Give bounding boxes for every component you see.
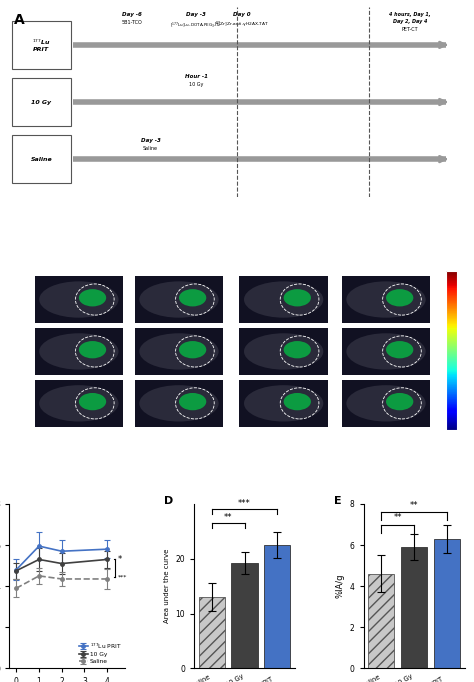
Bar (35, 276, 123, 323)
Text: Day -3: Day -3 (141, 138, 161, 143)
Text: **: ** (393, 514, 402, 522)
Text: 4 hours: 4 hours (62, 266, 98, 275)
Ellipse shape (244, 385, 323, 421)
Text: 10 Gy: 10 Gy (31, 100, 51, 104)
Text: PET-CT: PET-CT (401, 27, 418, 32)
Text: Hour -1: Hour -1 (184, 74, 208, 79)
Text: ***: *** (238, 499, 251, 508)
Bar (239, 380, 328, 427)
Bar (342, 380, 430, 427)
Text: 2 days: 2 days (270, 266, 300, 275)
Ellipse shape (346, 385, 426, 421)
FancyBboxPatch shape (12, 135, 71, 183)
Ellipse shape (283, 393, 311, 411)
Text: $[^{89}$Zr]Zr-anti-γH2AX-TAT: $[^{89}$Zr]Zr-anti-γH2AX-TAT (214, 20, 269, 31)
Ellipse shape (139, 282, 219, 318)
Text: $[^{177}$Lu]Lu-DOTA-PEG$_3$-Tz: $[^{177}$Lu]Lu-DOTA-PEG$_3$-Tz (170, 20, 222, 30)
Text: B: B (14, 266, 25, 280)
Text: $^{177}$Lu PRIT: $^{177}$Lu PRIT (16, 282, 26, 315)
Text: Day 0: Day 0 (233, 12, 250, 16)
FancyBboxPatch shape (12, 78, 71, 125)
Bar (434, 539, 460, 668)
Bar (239, 276, 328, 323)
Legend: $^{177}$Lu PRIT, 10 Gy, Saline: $^{177}$Lu PRIT, 10 Gy, Saline (78, 640, 122, 666)
Bar (342, 328, 430, 375)
Text: Day 2, Day 4: Day 2, Day 4 (393, 19, 427, 24)
Ellipse shape (386, 341, 413, 358)
Bar (231, 563, 258, 668)
Ellipse shape (386, 393, 413, 411)
Text: **: ** (224, 513, 232, 522)
Text: A: A (14, 12, 25, 27)
Ellipse shape (39, 282, 118, 318)
Text: 4 hours, Day 1,: 4 hours, Day 1, (389, 12, 431, 16)
Text: E: E (334, 496, 341, 506)
Bar (35, 380, 123, 427)
Text: 1 day: 1 day (167, 266, 193, 275)
Text: Saline: Saline (143, 146, 158, 151)
Ellipse shape (139, 333, 219, 370)
Ellipse shape (79, 289, 106, 306)
Ellipse shape (283, 289, 311, 306)
Ellipse shape (346, 333, 426, 370)
Bar (401, 547, 427, 668)
Y-axis label: %IA/g: %IA/g (335, 574, 344, 598)
Ellipse shape (39, 333, 118, 370)
Bar (135, 380, 223, 427)
Ellipse shape (179, 341, 206, 358)
Text: 10 Gy: 10 Gy (18, 342, 23, 359)
Text: D: D (164, 496, 173, 506)
Bar (135, 276, 223, 323)
Ellipse shape (39, 385, 118, 421)
Bar (342, 276, 430, 323)
Text: Day -6: Day -6 (122, 12, 142, 16)
Ellipse shape (79, 341, 106, 358)
Bar (239, 328, 328, 375)
Text: $^{177}$Lu
PRIT: $^{177}$Lu PRIT (32, 38, 51, 53)
Ellipse shape (179, 289, 206, 306)
Ellipse shape (283, 341, 311, 358)
Bar (35, 328, 123, 375)
Ellipse shape (244, 282, 323, 318)
Ellipse shape (244, 333, 323, 370)
Ellipse shape (179, 393, 206, 411)
Ellipse shape (139, 385, 219, 421)
Ellipse shape (79, 393, 106, 411)
Text: Day -3: Day -3 (186, 12, 206, 16)
Text: 5B1-TCO: 5B1-TCO (122, 20, 143, 25)
Ellipse shape (386, 289, 413, 306)
Text: 4 days: 4 days (374, 266, 405, 275)
Y-axis label: Area under the curve: Area under the curve (164, 549, 170, 623)
Text: ***: *** (118, 574, 127, 580)
Text: $[^{89}$Zr]Zr-anti-γH2AX-TAT: $[^{89}$Zr]Zr-anti-γH2AX-TAT (0, 312, 10, 389)
Text: Saline: Saline (18, 396, 23, 415)
Text: 10 Gy: 10 Gy (189, 82, 203, 87)
Bar (135, 328, 223, 375)
Bar (199, 597, 225, 668)
Text: **: ** (410, 501, 419, 510)
Text: *: * (118, 555, 122, 564)
Bar (264, 545, 291, 668)
Text: Saline: Saline (30, 157, 52, 162)
Bar (368, 574, 394, 668)
FancyBboxPatch shape (12, 21, 71, 69)
Ellipse shape (346, 282, 426, 318)
